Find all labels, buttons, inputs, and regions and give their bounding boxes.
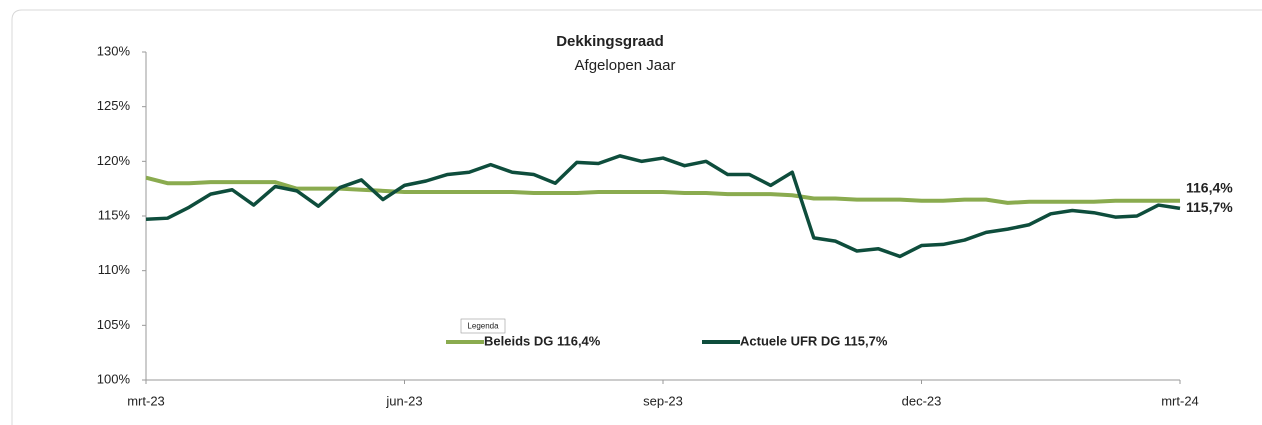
chart-title: Dekkingsgraad	[556, 33, 664, 50]
y-tick-label: 115%	[98, 207, 131, 222]
y-tick-label: 110%	[98, 262, 131, 277]
end-label: 116,4%	[1186, 179, 1233, 195]
chart-subtitle: Afgelopen Jaar	[575, 57, 676, 74]
x-tick-label: dec-23	[902, 393, 942, 408]
legend-label: Actuele UFR DG 115,7%	[740, 333, 888, 348]
line-series	[145, 154, 1181, 259]
card-border	[11, 9, 1262, 425]
end-label: 115,7%	[1186, 199, 1233, 215]
line-series	[145, 175, 1180, 205]
y-tick-label: 130%	[97, 43, 131, 58]
legend-title: Legenda	[467, 322, 499, 331]
y-tick-label: 125%	[97, 98, 131, 113]
x-tick-label: mrt-24	[1161, 393, 1199, 408]
y-tick-label: 120%	[97, 153, 131, 168]
x-tick-label: sep-23	[643, 393, 683, 408]
y-tick-label: 100%	[97, 371, 131, 386]
x-tick-label: mrt-23	[127, 393, 165, 408]
y-tick-label: 105%	[97, 317, 131, 332]
legend-label: Beleids DG 116,4%	[484, 333, 601, 348]
legend-title-box	[460, 318, 506, 334]
x-tick-label: jun-23	[385, 393, 422, 408]
